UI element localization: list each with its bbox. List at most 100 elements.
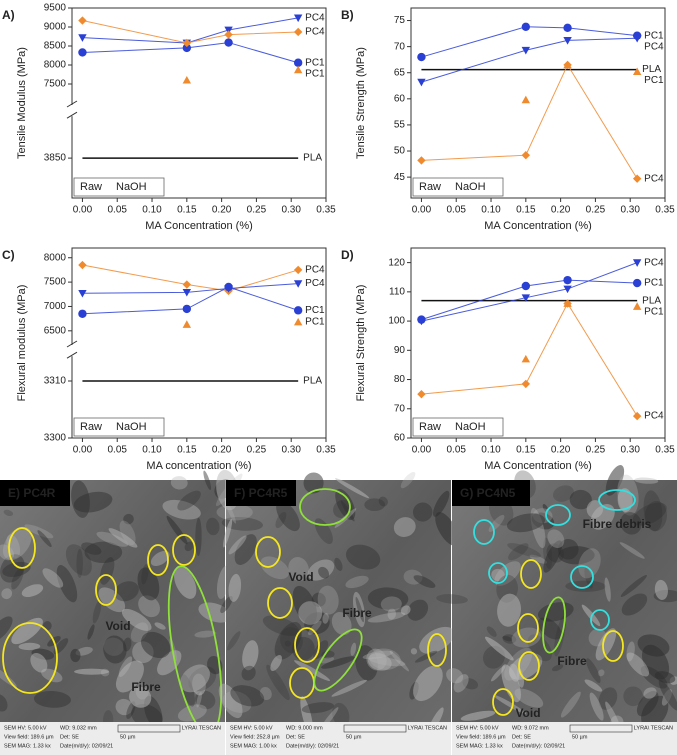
highlight-ellipse [255, 536, 281, 568]
highlight-ellipse [294, 627, 320, 663]
marker [417, 78, 426, 87]
texture [654, 579, 668, 600]
info-bar [226, 722, 451, 755]
marker [224, 30, 233, 39]
highlight-ellipse [2, 622, 58, 694]
texture [222, 691, 252, 713]
info-text: SEM MAG: 1.33 kx [4, 743, 51, 749]
info-text: View field: 189.6 µm [4, 734, 54, 740]
texture [340, 500, 355, 522]
legend-label: Raw [419, 421, 441, 433]
series-line [421, 37, 638, 83]
y-axis-title: Flexural Strength (MPa) [355, 285, 367, 402]
brand: LYRA\ TESCAN [408, 725, 447, 731]
legend-label: Raw [80, 181, 102, 193]
texture [123, 513, 134, 525]
x-tick-label: 0.30 [620, 205, 640, 216]
x-tick-label: 0.35 [316, 445, 336, 456]
texture [598, 687, 618, 710]
y-tick-label: 100 [388, 316, 405, 327]
annotation: Void [288, 570, 313, 584]
info-text: View field: 189.6 µm [456, 734, 506, 740]
texture [115, 698, 133, 716]
texture [1, 588, 13, 600]
marker [417, 315, 426, 324]
texture [121, 608, 152, 631]
marker [632, 67, 642, 76]
marker [632, 34, 642, 43]
marker [563, 275, 572, 285]
texture [308, 620, 322, 636]
highlight-ellipse [299, 488, 351, 526]
texture [410, 648, 418, 655]
texture [558, 546, 595, 565]
texture [355, 596, 364, 623]
series-label: PC1 [305, 57, 325, 68]
marker [632, 302, 642, 310]
texture [502, 634, 517, 644]
texture [260, 556, 290, 580]
axis-break-mark [66, 351, 78, 359]
texture [141, 564, 149, 585]
texture [367, 587, 409, 610]
texture [276, 500, 300, 532]
texture [369, 648, 401, 670]
texture [223, 518, 233, 548]
scale-bar-frame [343, 724, 407, 733]
highlight-ellipse [147, 544, 169, 576]
texture [332, 702, 350, 727]
y-tick-label: 50 [394, 146, 406, 157]
texture [31, 648, 55, 660]
x-tick-label: 0.15 [516, 205, 536, 216]
texture [637, 634, 670, 657]
marker [632, 278, 642, 288]
texture [114, 581, 139, 602]
texture [162, 499, 201, 520]
legend-box [73, 417, 165, 437]
x-tick-label: 0.00 [73, 205, 93, 216]
texture [605, 464, 625, 496]
texture [565, 580, 606, 592]
series-line [421, 63, 638, 179]
texture [590, 504, 615, 530]
reference-label: PLA [303, 376, 322, 387]
x-tick-label: 0.00 [73, 445, 93, 456]
series-label: PC1 [644, 75, 664, 86]
texture [400, 605, 411, 616]
highlight-ellipse [492, 688, 514, 716]
x-tick-label: 0.05 [107, 205, 127, 216]
texture [141, 631, 171, 659]
highlight-ellipse [590, 609, 610, 631]
series-label: PC4 [644, 411, 664, 422]
texture [393, 517, 416, 537]
x-tick-label: 0.10 [481, 205, 501, 216]
brand: LYRA\ TESCAN [634, 725, 673, 731]
texture [543, 540, 563, 573]
x-tick-label: 0.20 [551, 205, 571, 216]
marker [632, 411, 642, 421]
texture [138, 595, 161, 618]
marker [182, 43, 192, 53]
series-line [82, 264, 299, 292]
texture [413, 575, 436, 588]
texture [242, 640, 259, 671]
legend-box [412, 177, 504, 197]
texture [493, 694, 527, 715]
texture [71, 480, 90, 518]
series-line [82, 42, 299, 64]
x-tick-label: 0.25 [247, 445, 267, 456]
marker [563, 23, 572, 33]
texture [184, 541, 194, 552]
x-tick-label: 0.20 [212, 445, 232, 456]
y-tick-label: 80 [394, 374, 406, 385]
texture [259, 686, 272, 701]
texture [294, 660, 331, 682]
x-axis-title: MA Concentration (%) [484, 220, 592, 232]
texture [150, 550, 170, 567]
highlight-ellipse [267, 587, 293, 619]
texture [284, 640, 292, 647]
x-tick-label: 0.05 [446, 445, 466, 456]
texture [514, 688, 544, 708]
texture [643, 687, 657, 699]
highlight-ellipse [473, 519, 495, 545]
